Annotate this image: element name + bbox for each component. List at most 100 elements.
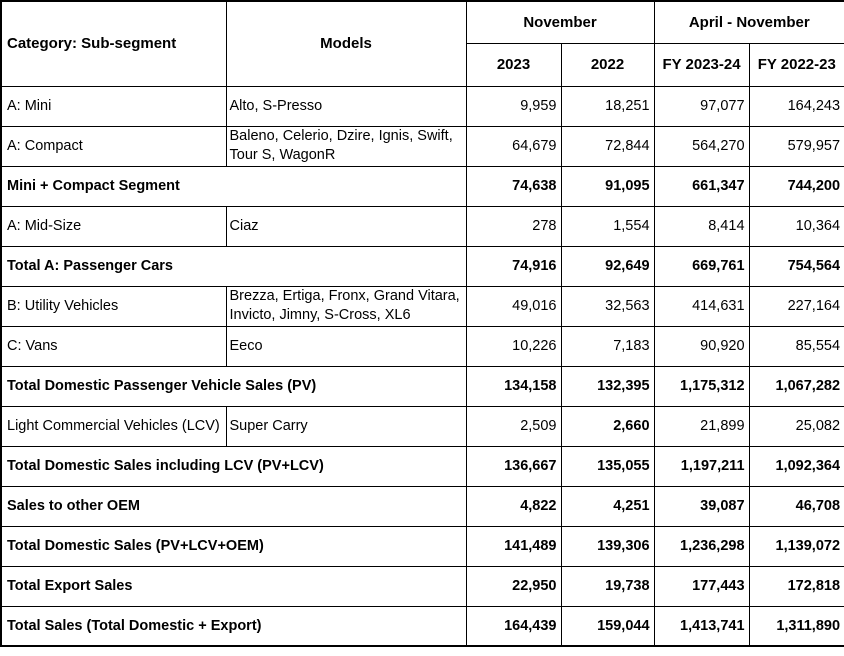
value-cell: 64,679 (465, 125, 562, 167)
row-label: A: Compact (0, 125, 227, 167)
row-label: Sales to other OEM (0, 485, 467, 527)
models-cell: Baleno, Celerio, Dzire, Ignis, Swift, To… (225, 125, 467, 167)
data-row: A: Mid-Size Ciaz 278 1,554 8,414 10,364 (0, 205, 844, 247)
value-cell: 39,087 (653, 485, 750, 527)
value-cell: 136,667 (465, 445, 562, 487)
row-label: Total Domestic Passenger Vehicle Sales (… (0, 365, 467, 407)
row-label: Mini + Compact Segment (0, 165, 467, 207)
models-cell: Ciaz (225, 205, 467, 247)
value-cell: 159,044 (560, 605, 655, 647)
value-cell: 141,489 (465, 525, 562, 567)
models-cell: Brezza, Ertiga, Fronx, Grand Vitara, Inv… (225, 285, 467, 327)
value-cell: 10,226 (465, 325, 562, 367)
value-cell: 4,251 (560, 485, 655, 527)
data-row: B: Utility Vehicles Brezza, Ertiga, Fronx… (0, 285, 844, 327)
header-group-april-november: April - November (653, 0, 844, 44)
value-cell: 135,055 (560, 445, 655, 487)
value-cell: 661,347 (653, 165, 750, 207)
value-cell: 1,311,890 (748, 605, 844, 647)
value-cell: 8,414 (653, 205, 750, 247)
row-label: A: Mini (0, 85, 227, 127)
value-cell: 744,200 (748, 165, 844, 207)
value-cell: 32,563 (560, 285, 655, 327)
row-label: Total A: Passenger Cars (0, 245, 467, 287)
value-cell: 1,092,364 (748, 445, 844, 487)
value-cell: 132,395 (560, 365, 655, 407)
models-cell: Alto, S-Presso (225, 85, 467, 127)
table-body: A: Mini Alto, S-Presso 9,959 18,251 97,077 16… (0, 85, 844, 647)
value-cell: 49,016 (465, 285, 562, 327)
row-label: Total Sales (Total Domestic + Export) (0, 605, 467, 647)
value-cell: 164,439 (465, 605, 562, 647)
summary-row: Total Domestic Sales including LCV (PV+L… (0, 445, 844, 487)
header-models: Models (225, 0, 467, 87)
value-cell: 46,708 (748, 485, 844, 527)
row-label: Total Domestic Sales including LCV (PV+L… (0, 445, 467, 487)
summary-row: Total A: Passenger Cars 74,916 92,649 669,7… (0, 245, 844, 287)
value-cell: 25,082 (748, 405, 844, 447)
header-group-november: November (465, 0, 655, 44)
value-cell: 1,067,282 (748, 365, 844, 407)
models-cell: Super Carry (225, 405, 467, 447)
summary-row: Total Sales (Total Domestic + Export) 164… (0, 605, 844, 647)
value-cell: 97,077 (653, 85, 750, 127)
value-cell: 74,916 (465, 245, 562, 287)
value-cell: 74,638 (465, 165, 562, 207)
value-cell: 90,920 (653, 325, 750, 367)
value-cell: 18,251 (560, 85, 655, 127)
header-col-fy-2022-23: FY 2022-23 (748, 42, 844, 87)
value-cell: 172,818 (748, 565, 844, 607)
value-cell: 85,554 (748, 325, 844, 367)
models-cell: Eeco (225, 325, 467, 367)
summary-row: Total Domestic Passenger Vehicle Sales (… (0, 365, 844, 407)
value-cell: 1,236,298 (653, 525, 750, 567)
value-cell: 278 (465, 205, 562, 247)
value-cell: 1,175,312 (653, 365, 750, 407)
value-cell: 10,364 (748, 205, 844, 247)
header-group-row: Category: Sub-segment Models November Ap… (0, 0, 844, 87)
summary-row: Total Export Sales 22,950 19,738 177,443 172… (0, 565, 844, 607)
value-cell: 227,164 (748, 285, 844, 327)
row-label: C: Vans (0, 325, 227, 367)
value-cell: 669,761 (653, 245, 750, 287)
row-label: B: Utility Vehicles (0, 285, 227, 327)
value-cell: 1,413,741 (653, 605, 750, 647)
header-col-fy-2023-24: FY 2023-24 (653, 42, 750, 87)
value-cell: 7,183 (560, 325, 655, 367)
value-cell: 139,306 (560, 525, 655, 567)
value-cell: 164,243 (748, 85, 844, 127)
row-label: Light Commercial Vehicles (LCV) (0, 405, 227, 447)
summary-row: Total Domestic Sales (PV+LCV+OEM) 141,489… (0, 525, 844, 567)
summary-row: Mini + Compact Segment 74,638 91,095 661,34… (0, 165, 844, 207)
data-row: A: Mini Alto, S-Presso 9,959 18,251 97,077 16… (0, 85, 844, 127)
data-row: C: Vans Eeco 10,226 7,183 90,920 85,554 (0, 325, 844, 367)
header-col-2023: 2023 (465, 42, 562, 87)
value-cell: 91,095 (560, 165, 655, 207)
value-cell: 564,270 (653, 125, 750, 167)
value-cell: 4,822 (465, 485, 562, 527)
row-label: A: Mid-Size (0, 205, 227, 247)
value-cell: 1,139,072 (748, 525, 844, 567)
summary-row: Sales to other OEM 4,822 4,251 39,087 46,708 (0, 485, 844, 527)
row-label: Total Export Sales (0, 565, 467, 607)
value-cell: 414,631 (653, 285, 750, 327)
header-sub-row: 2023 2022 FY 2023-24 FY 2022-23 (1, 42, 844, 87)
data-row: Light Commercial Vehicles (LCV) Super Car… (0, 405, 844, 447)
value-cell: 2,660 (560, 405, 655, 447)
value-cell: 754,564 (748, 245, 844, 287)
data-row: A: Compact Baleno, Celerio, Dzire, Ignis,… (0, 125, 844, 167)
header-category-subsegment: Category: Sub-segment (0, 0, 227, 87)
value-cell: 19,738 (560, 565, 655, 607)
value-cell: 1,197,211 (653, 445, 750, 487)
value-cell: 22,950 (465, 565, 562, 607)
value-cell: 9,959 (465, 85, 562, 127)
header-col-2022: 2022 (560, 42, 655, 87)
value-cell: 2,509 (465, 405, 562, 447)
value-cell: 21,899 (653, 405, 750, 447)
value-cell: 72,844 (560, 125, 655, 167)
value-cell: 177,443 (653, 565, 750, 607)
value-cell: 1,554 (560, 205, 655, 247)
value-cell: 92,649 (560, 245, 655, 287)
